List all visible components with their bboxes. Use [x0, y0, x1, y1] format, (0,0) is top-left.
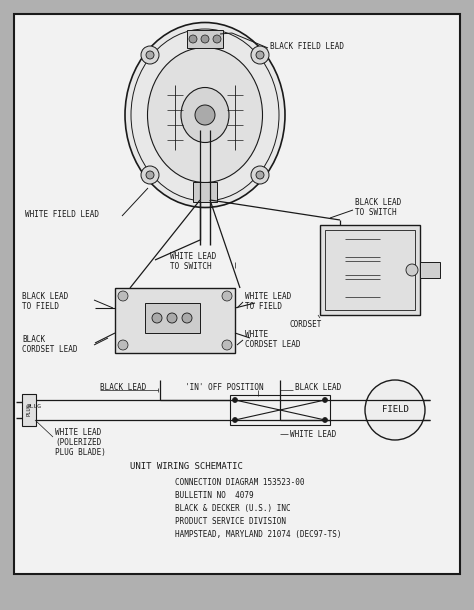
Bar [22, 394, 36, 426]
Bar [187, 30, 223, 48]
Text: HAMPSTEAD, MARYLAND 21074 (DEC97-TS): HAMPSTEAD, MARYLAND 21074 (DEC97-TS) [175, 530, 341, 539]
Circle shape [213, 35, 221, 43]
Text: PRODUCT SERVICE DIVISION: PRODUCT SERVICE DIVISION [175, 517, 286, 526]
Bar [420, 262, 440, 278]
Text: WHITE: WHITE [245, 330, 268, 339]
Circle shape [222, 340, 232, 350]
Text: BLACK LEAD: BLACK LEAD [22, 292, 68, 301]
Circle shape [233, 417, 237, 423]
Text: TO SWITCH: TO SWITCH [355, 208, 397, 217]
Bar [145, 303, 200, 333]
Text: FIELD: FIELD [382, 406, 409, 415]
Text: WHITE LEAD: WHITE LEAD [170, 252, 216, 261]
Text: BLACK FIELD LEAD: BLACK FIELD LEAD [270, 42, 344, 51]
Circle shape [141, 166, 159, 184]
Circle shape [256, 171, 264, 179]
Text: WHITE LEAD: WHITE LEAD [55, 428, 101, 437]
Bar [115, 288, 235, 353]
Bar [320, 225, 420, 315]
Circle shape [167, 313, 177, 323]
Text: WHITE LEAD: WHITE LEAD [245, 292, 291, 301]
Text: BLACK LEAD: BLACK LEAD [100, 383, 146, 392]
Circle shape [201, 35, 209, 43]
Circle shape [152, 313, 162, 323]
Text: BLACK LEAD: BLACK LEAD [295, 383, 341, 392]
Text: TO FIELD: TO FIELD [22, 302, 59, 311]
Text: TO SWITCH: TO SWITCH [170, 262, 211, 271]
Text: BLACK: BLACK [22, 335, 45, 344]
Text: BLACK LEAD: BLACK LEAD [355, 198, 401, 207]
Text: CORDSET: CORDSET [290, 320, 322, 329]
Circle shape [256, 51, 264, 59]
Circle shape [222, 291, 232, 301]
Circle shape [118, 291, 128, 301]
Circle shape [146, 171, 154, 179]
Text: UNIT WIRING SCHEMATIC: UNIT WIRING SCHEMATIC [130, 462, 243, 471]
Circle shape [406, 264, 418, 276]
Circle shape [365, 380, 425, 440]
Circle shape [146, 51, 154, 59]
Text: CONNECTION DIAGRAM 153523-00: CONNECTION DIAGRAM 153523-00 [175, 478, 304, 487]
Bar [230, 395, 330, 425]
Ellipse shape [181, 87, 229, 143]
Circle shape [251, 46, 269, 64]
Bar [325, 230, 415, 310]
Text: BLACK & DECKER (U.S.) INC: BLACK & DECKER (U.S.) INC [175, 504, 291, 513]
Circle shape [118, 340, 128, 350]
Text: TO FIELD: TO FIELD [245, 302, 282, 311]
Bar [193, 182, 217, 202]
Circle shape [189, 35, 197, 43]
Circle shape [251, 166, 269, 184]
Text: PLUG: PLUG [27, 403, 31, 417]
Circle shape [322, 398, 328, 403]
Text: PLUG: PLUG [26, 404, 41, 409]
Ellipse shape [125, 23, 285, 207]
Text: 'IN' OFF POSITION: 'IN' OFF POSITION [185, 383, 264, 392]
Ellipse shape [147, 48, 263, 182]
Text: CORDSET LEAD: CORDSET LEAD [22, 345, 78, 354]
Circle shape [195, 105, 215, 125]
Text: PLUG BLADE): PLUG BLADE) [55, 448, 106, 457]
Text: CORDSET LEAD: CORDSET LEAD [245, 340, 301, 349]
Circle shape [182, 313, 192, 323]
Circle shape [322, 417, 328, 423]
Text: (POLERIZED: (POLERIZED [55, 438, 101, 447]
Text: BULLETIN NO  4079: BULLETIN NO 4079 [175, 491, 254, 500]
Text: WHITE LEAD: WHITE LEAD [290, 430, 336, 439]
Circle shape [233, 398, 237, 403]
Circle shape [141, 46, 159, 64]
Text: WHITE FIELD LEAD: WHITE FIELD LEAD [25, 210, 99, 219]
